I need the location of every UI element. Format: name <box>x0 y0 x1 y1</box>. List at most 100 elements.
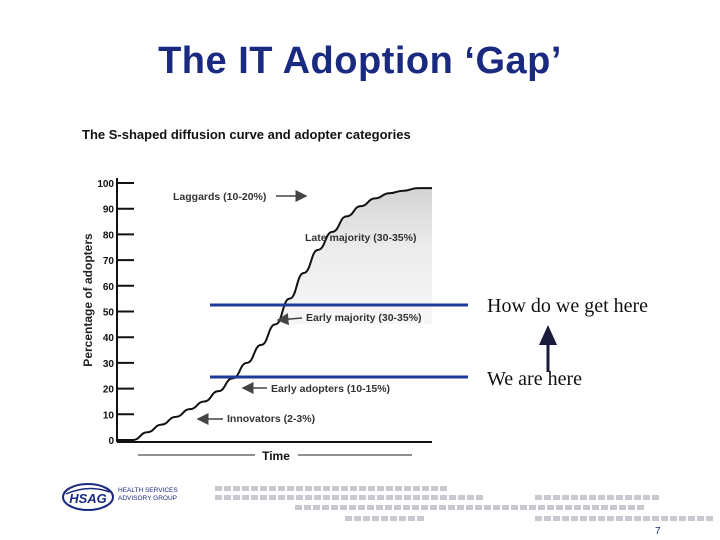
footer-dash <box>637 505 644 510</box>
footer-dash <box>652 495 659 500</box>
footer-dash <box>625 516 632 521</box>
s-curve-line <box>132 187 432 441</box>
footer-dash <box>381 516 388 521</box>
logo-subtext-line1: HEALTH SERVICES <box>118 487 178 494</box>
footer-dash <box>571 516 578 521</box>
footer-dash <box>625 495 632 500</box>
footer-dash <box>295 505 302 510</box>
footer-dash <box>431 486 438 491</box>
footer-dash <box>242 486 249 491</box>
footer-dash <box>278 495 285 500</box>
footer-dash <box>233 495 240 500</box>
footer-dash <box>260 495 267 500</box>
footer-dash <box>628 505 635 510</box>
footer-dash <box>359 486 366 491</box>
footer-dash <box>430 505 437 510</box>
logo-subtext-line2: ADVISORY GROUP <box>118 495 177 502</box>
hsag-logo: HSAG <box>62 483 114 511</box>
footer-dash <box>233 486 240 491</box>
footer-dash <box>413 495 420 500</box>
footer-dash <box>706 516 713 521</box>
y-tick-label: 90 <box>103 205 115 216</box>
footer-dash <box>332 486 339 491</box>
footer-dash <box>467 495 474 500</box>
footer-dash <box>619 505 626 510</box>
label-late-majority: Late majority (30-35%) <box>305 232 416 244</box>
footer-dash <box>440 486 447 491</box>
footer-dash <box>679 516 686 521</box>
footer-dash <box>350 486 357 491</box>
y-tick-label: 30 <box>103 359 115 370</box>
footer-dash <box>607 516 614 521</box>
footer-dash <box>358 505 365 510</box>
y-tick-label: 100 <box>97 179 114 190</box>
footer-dash <box>583 505 590 510</box>
arrow-early-majority <box>276 313 303 326</box>
footer-dash <box>571 495 578 500</box>
footer-dash <box>511 505 518 510</box>
footer-dash <box>390 516 397 521</box>
footer-dash <box>421 505 428 510</box>
logo-wordmark: HSAG <box>69 491 107 506</box>
x-axis-label: Time <box>262 449 290 463</box>
footer-dash <box>341 495 348 500</box>
footer-dash <box>395 486 402 491</box>
footer-dash <box>422 486 429 491</box>
footer-dash <box>323 486 330 491</box>
footer-dash <box>565 505 572 510</box>
footer-dash <box>224 495 231 500</box>
footer-dash <box>368 495 375 500</box>
footer-dash <box>607 495 614 500</box>
footer-dash <box>372 516 379 521</box>
footer-dash <box>634 495 641 500</box>
footer-dash <box>215 495 222 500</box>
footer-dash <box>345 516 352 521</box>
gap-arrow-head <box>539 325 557 345</box>
footer-dash <box>314 486 321 491</box>
footer-dash <box>544 495 551 500</box>
footer-dash <box>598 495 605 500</box>
footer-dash <box>643 516 650 521</box>
page-number: 7 <box>655 526 661 537</box>
footer-dash <box>502 505 509 510</box>
footer-dash <box>323 495 330 500</box>
logo-subtext: HEALTH SERVICES ADVISORY GROUP <box>118 487 178 503</box>
figure-title: The S-shaped diffusion curve and adopter… <box>82 127 411 142</box>
footer-dash <box>260 486 267 491</box>
y-tick-label: 40 <box>103 333 115 344</box>
footer-dash <box>395 495 402 500</box>
footer-dash <box>449 495 456 500</box>
footer-dash <box>413 486 420 491</box>
footer-dash <box>332 495 339 500</box>
footer-dash <box>278 486 285 491</box>
y-tick-label: 50 <box>103 308 115 319</box>
footer-dash <box>652 516 659 521</box>
footer-dash <box>616 516 623 521</box>
footer-dash <box>589 516 596 521</box>
footer-dash <box>493 505 500 510</box>
footer-dash <box>688 516 695 521</box>
target-annotation: How do we get here <box>487 295 649 317</box>
footer-dash <box>403 505 410 510</box>
footer-dash <box>368 486 375 491</box>
footer-dash <box>458 495 465 500</box>
footer-dash <box>412 505 419 510</box>
footer-dash <box>251 495 258 500</box>
footer-dash <box>269 495 276 500</box>
footer-dash <box>296 486 303 491</box>
y-axis-label: Percentage of adopters <box>81 233 95 367</box>
footer-dash <box>340 505 347 510</box>
footer-dash <box>404 486 411 491</box>
footer-dash <box>440 495 447 500</box>
footer-dash <box>385 505 392 510</box>
footer-dash <box>386 495 393 500</box>
footer-dash <box>367 505 374 510</box>
footer-dash <box>331 505 338 510</box>
footer-dash <box>377 495 384 500</box>
label-laggards: Laggards (10-20%) <box>173 191 266 203</box>
y-tick-label: 20 <box>103 385 115 396</box>
footer-dash <box>661 516 668 521</box>
footer-dash <box>634 516 641 521</box>
